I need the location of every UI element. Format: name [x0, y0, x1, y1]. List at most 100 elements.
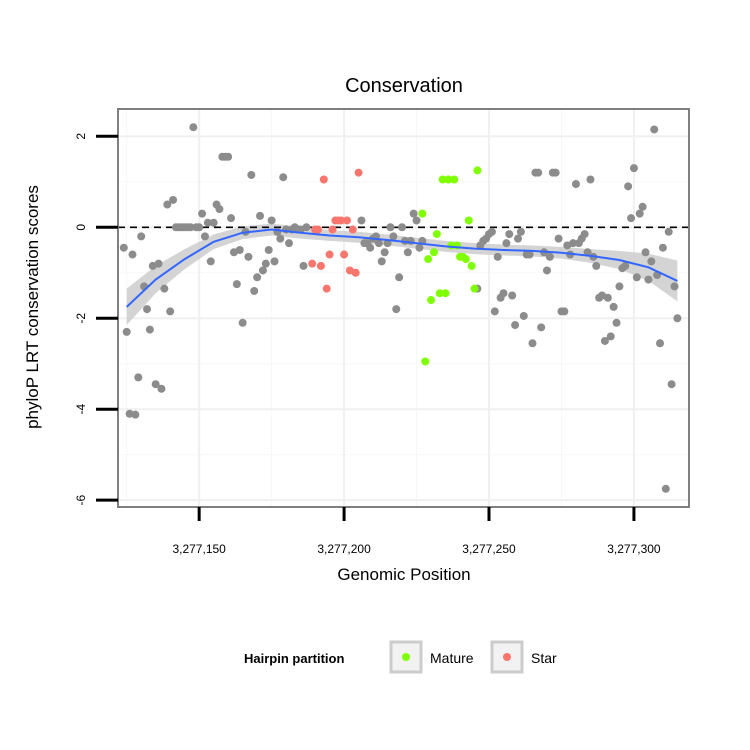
y-tick-label: 2	[74, 133, 88, 140]
data-point-other	[244, 252, 253, 261]
data-point-other	[516, 227, 525, 236]
data-point-other	[542, 266, 551, 275]
smooth-trend-line	[126, 228, 678, 308]
data-point-other	[302, 223, 311, 232]
data-point-other	[160, 284, 169, 293]
data-point-mature	[418, 209, 427, 218]
data-point-mature	[464, 216, 473, 225]
data-point-other	[195, 223, 204, 232]
data-point-other	[377, 257, 386, 266]
y-tick-label: -2	[74, 313, 88, 324]
data-point-other	[357, 216, 366, 225]
data-point-other	[490, 307, 499, 316]
data-point-other	[673, 314, 682, 323]
data-point-other	[215, 205, 224, 214]
y-tick-label: -6	[74, 495, 88, 506]
data-point-other	[571, 180, 580, 189]
data-point-other	[647, 257, 656, 266]
data-point-other	[386, 223, 395, 232]
data-point-other	[499, 289, 508, 298]
data-point-other	[209, 218, 218, 227]
data-point-mature	[444, 175, 453, 184]
data-point-other	[395, 273, 404, 282]
data-point-mature	[432, 230, 441, 239]
data-point-mature	[421, 357, 430, 366]
data-point-other	[267, 216, 276, 225]
data-point-other	[644, 275, 653, 284]
data-point-other	[403, 248, 412, 257]
data-point-other	[253, 273, 262, 282]
data-point-other	[638, 202, 647, 211]
data-point-star	[322, 284, 331, 293]
data-point-other	[525, 250, 534, 259]
data-point-other	[261, 259, 270, 268]
data-point-other	[145, 325, 154, 334]
data-point-other	[612, 318, 621, 327]
data-point-mature	[441, 289, 450, 298]
data-point-other	[583, 248, 592, 257]
data-point-mature	[473, 166, 482, 175]
data-point-other	[235, 246, 244, 255]
x-axis-title: Genomic Position	[337, 565, 470, 584]
data-point-other	[232, 280, 241, 289]
data-point-other	[154, 259, 163, 268]
data-point-other	[551, 168, 560, 177]
data-point-other	[545, 252, 554, 261]
plot-border	[117, 108, 690, 508]
chart-title: Conservation	[345, 75, 463, 97]
data-point-other	[131, 410, 140, 419]
data-point-other	[412, 216, 421, 225]
smooth-confidence-band-layer	[126, 223, 678, 326]
data-point-other	[502, 239, 511, 248]
data-point-other	[264, 246, 273, 255]
data-point-other	[586, 175, 595, 184]
legend-marker-star	[503, 653, 511, 661]
data-point-mature	[435, 289, 444, 298]
data-point-other	[227, 214, 236, 223]
y-tick-label: 0	[74, 224, 88, 231]
data-point-star	[308, 259, 317, 268]
data-point-star	[354, 168, 363, 177]
data-point-star	[328, 225, 337, 234]
data-point-other	[250, 286, 259, 295]
data-point-other	[667, 380, 676, 389]
data-point-other	[658, 243, 667, 252]
data-point-other	[624, 182, 633, 191]
data-point-other	[600, 336, 609, 345]
x-tick-label: 3,277,250	[462, 542, 516, 556]
data-point-star	[351, 268, 360, 277]
data-point-mature	[429, 248, 438, 257]
data-point-other	[279, 173, 288, 182]
data-point-other	[664, 227, 673, 236]
data-point-other	[609, 302, 618, 311]
data-point-mature	[438, 175, 447, 184]
data-point-other	[635, 209, 644, 218]
data-point-other	[554, 234, 563, 243]
plot-panel	[118, 109, 689, 507]
data-point-other	[592, 261, 601, 270]
data-point-other	[276, 234, 285, 243]
data-point-other	[256, 211, 265, 220]
data-point-other	[258, 266, 267, 275]
data-point-other	[366, 243, 375, 252]
smooth-confidence-band	[126, 223, 678, 326]
data-point-other	[508, 291, 517, 300]
legend-label-mature: Mature	[430, 650, 474, 666]
data-point-other	[186, 223, 195, 232]
data-point-mature	[467, 261, 476, 270]
x-tick-label: 3,277,200	[317, 542, 371, 556]
data-point-other	[537, 323, 546, 332]
data-point-other	[656, 339, 665, 348]
data-point-other	[560, 307, 569, 316]
data-point-other	[580, 230, 589, 239]
data-point-other	[157, 384, 166, 393]
data-point-other	[128, 250, 137, 259]
legend: Hairpin partition Mature Star	[244, 640, 557, 674]
data-point-other	[380, 248, 389, 257]
points-layer	[119, 123, 682, 493]
data-point-other	[151, 380, 160, 389]
data-point-other	[528, 339, 537, 348]
data-point-other	[134, 373, 143, 382]
data-point-other	[493, 252, 502, 261]
